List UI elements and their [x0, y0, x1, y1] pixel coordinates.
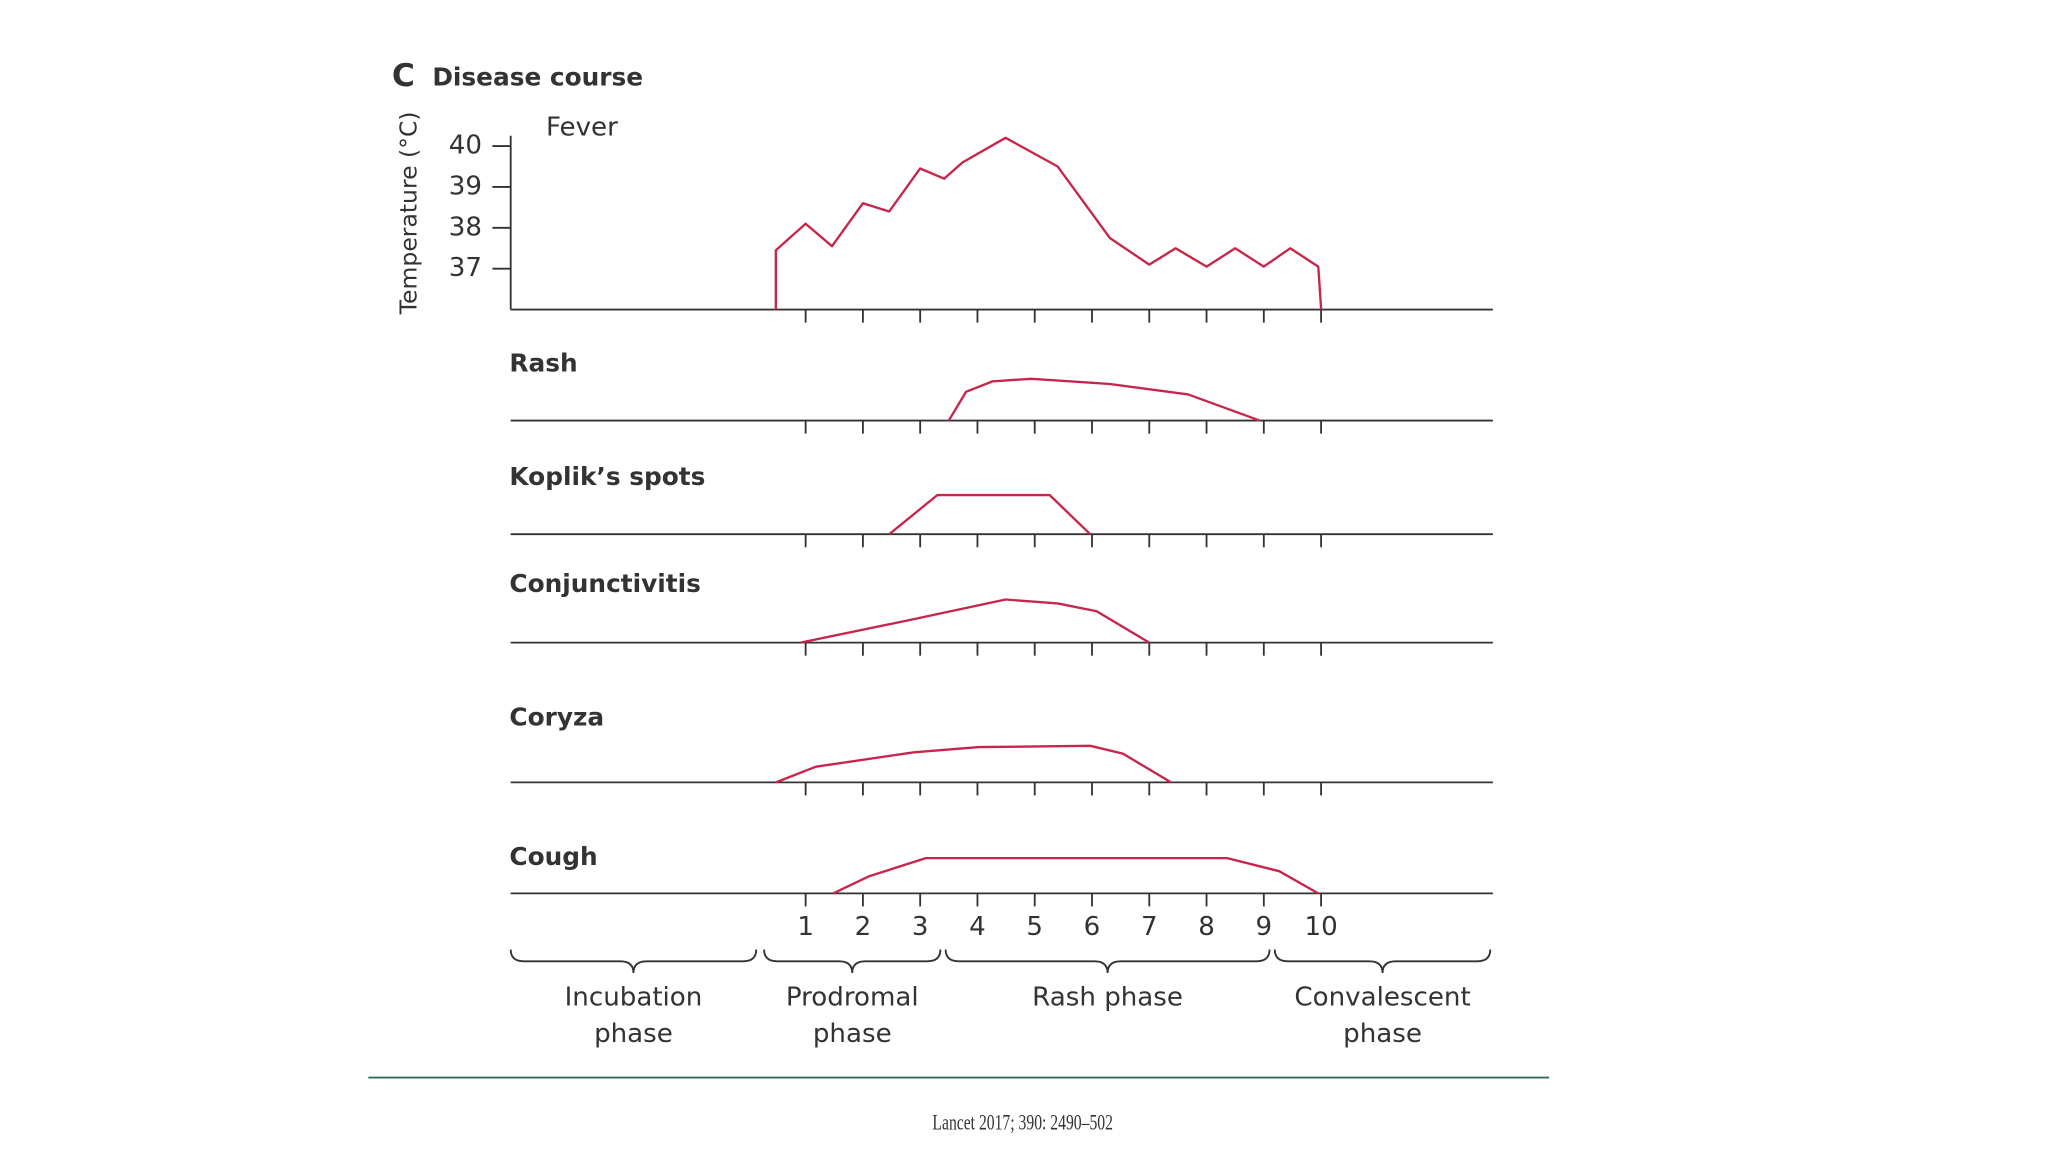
- panel-title: Rash: [509, 348, 577, 377]
- phase-brace: [944, 949, 1271, 974]
- phase-brace: [509, 949, 758, 974]
- panel-title: Coryza: [509, 702, 604, 731]
- y-tick-label: 40: [449, 131, 482, 161]
- source: Lancet 2017; 390: 2490–502: [932, 1111, 1113, 1135]
- symptom-curve: [832, 856, 1319, 895]
- panel-title: Cough: [509, 842, 597, 871]
- panel-label: C: [392, 58, 415, 94]
- x-tick-label: 7: [1141, 912, 1158, 942]
- x-tick-label: 2: [855, 912, 872, 942]
- figure-title: Disease course: [432, 62, 643, 91]
- x-tick-label: 9: [1255, 912, 1272, 942]
- panel-title: Conjunctivitis: [509, 569, 701, 598]
- phase-label: phase: [813, 1019, 892, 1049]
- panel-title: Koplik’s spots: [509, 462, 705, 491]
- y-axis-label: Temperature (°C): [395, 111, 423, 315]
- symptom-curve: [774, 136, 1323, 310]
- x-tick-label: 1: [797, 912, 814, 942]
- symptom-curve: [800, 598, 1150, 644]
- x-tick-label: 10: [1304, 912, 1337, 942]
- phase-label: phase: [594, 1019, 673, 1049]
- y-tick-label: 37: [449, 253, 482, 283]
- x-tick-label: 8: [1198, 912, 1215, 942]
- phase-label: Incubation: [565, 982, 703, 1012]
- phase-brace: [1273, 949, 1492, 974]
- phase-label: Rash phase: [1032, 982, 1183, 1012]
- x-tick-label: 6: [1084, 912, 1101, 942]
- x-tick-label: 5: [1026, 912, 1043, 942]
- panel-title: Fever: [546, 113, 618, 143]
- symptom-curve: [775, 744, 1172, 784]
- phase-brace: [763, 949, 942, 974]
- phase-label: Prodromal: [786, 982, 919, 1012]
- y-tick-label: 39: [449, 171, 482, 201]
- y-tick-label: 38: [449, 212, 482, 242]
- x-tick-label: 3: [912, 912, 929, 942]
- phase-label: phase: [1343, 1019, 1422, 1049]
- x-tick-label: 4: [969, 912, 986, 942]
- symptom-curve: [947, 377, 1261, 422]
- phase-label: Convalescent: [1294, 982, 1470, 1012]
- symptom-curve: [888, 493, 1092, 536]
